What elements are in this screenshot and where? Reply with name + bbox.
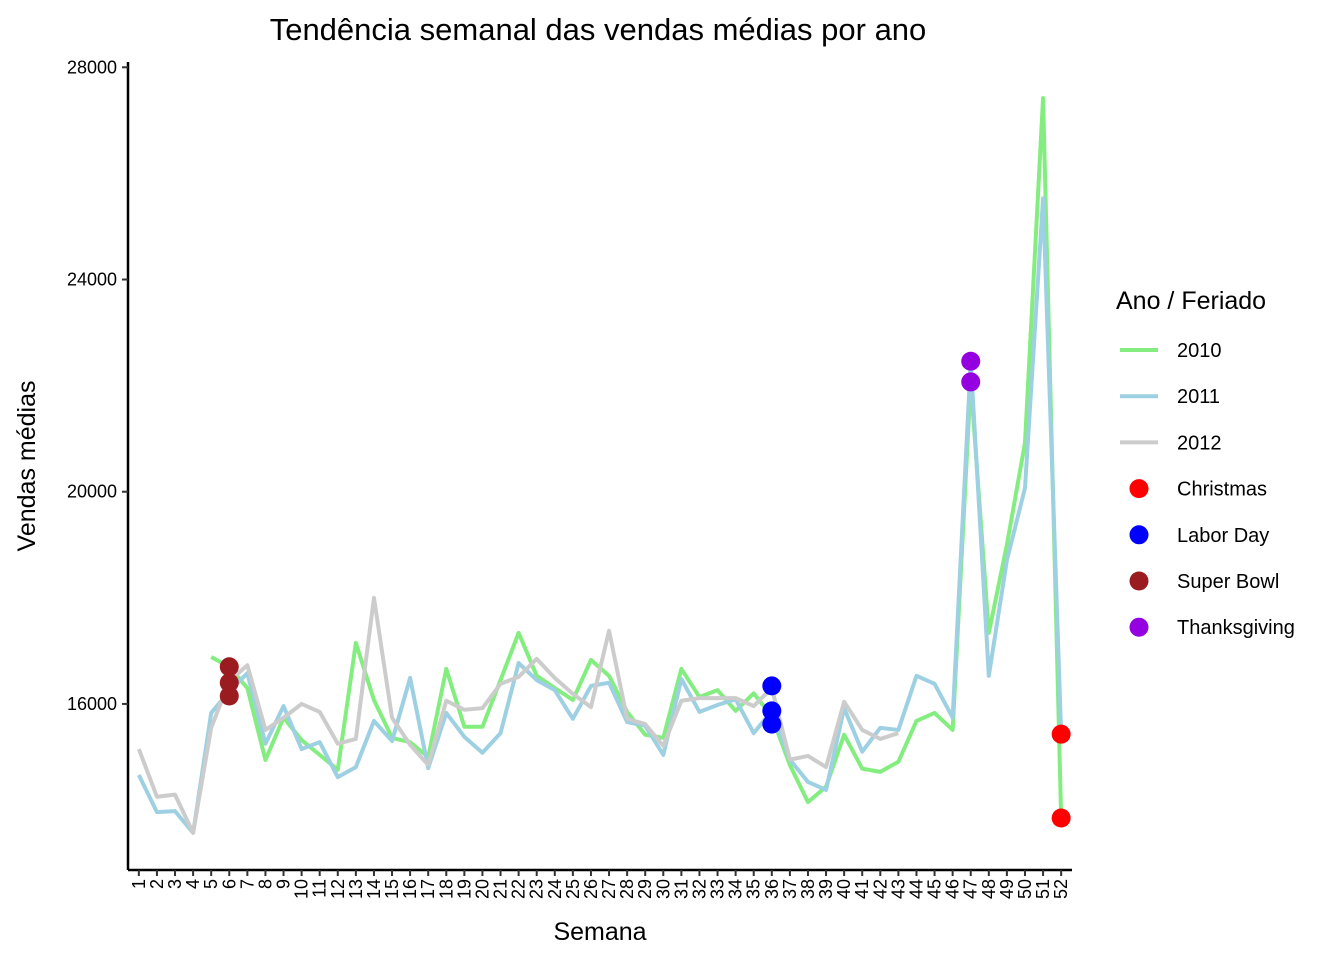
x-tick-label: 18 xyxy=(436,879,456,899)
x-tick-label: 40 xyxy=(834,879,854,899)
y-tick-label: 24000 xyxy=(67,270,117,290)
x-tick-label: 35 xyxy=(744,879,764,899)
x-tick-label: 25 xyxy=(563,879,583,899)
x-tick-label: 17 xyxy=(418,879,438,899)
legend-label: Christmas xyxy=(1177,479,1267,501)
legend-label: 2012 xyxy=(1177,432,1222,454)
x-tick-label: 4 xyxy=(183,879,203,889)
legend-title: Ano / Feriado xyxy=(1116,287,1266,315)
x-tick-label: 3 xyxy=(165,879,185,889)
y-tick-label: 16000 xyxy=(67,694,117,714)
x-tick-label: 33 xyxy=(708,879,728,899)
legend-label: 2010 xyxy=(1177,340,1222,362)
legend-point xyxy=(1129,617,1149,637)
x-tick-label: 49 xyxy=(997,879,1017,899)
x-tick-label: 31 xyxy=(671,879,691,899)
x-tick-label: 5 xyxy=(201,879,221,889)
line-series xyxy=(137,196,1064,835)
x-tick-label: 20 xyxy=(472,879,492,899)
x-tick-label: 48 xyxy=(979,879,999,899)
x-tick-label: 52 xyxy=(1051,879,1071,899)
x-tick-label: 22 xyxy=(509,879,529,899)
x-tick-label: 46 xyxy=(943,879,963,899)
x-tick-label: 36 xyxy=(762,879,782,899)
x-tick-label: 26 xyxy=(581,879,601,899)
holiday-point xyxy=(762,676,782,696)
x-tick-label: 38 xyxy=(798,879,818,899)
x-tick-label: 8 xyxy=(255,879,275,889)
legend-label: Super Bowl xyxy=(1177,571,1279,593)
x-tick-label: 9 xyxy=(274,879,294,889)
x-tick-label: 16 xyxy=(400,879,420,899)
holiday-point xyxy=(219,673,239,693)
holiday-point xyxy=(961,372,981,392)
x-tick-label: 23 xyxy=(527,879,547,899)
x-tick-label: 34 xyxy=(726,879,746,899)
x-tick-label: 30 xyxy=(653,879,673,899)
y-axis-title: Vendas médias xyxy=(13,381,41,552)
x-tick-label: 29 xyxy=(635,879,655,899)
holiday-point xyxy=(961,351,981,371)
y-tick-label: 20000 xyxy=(67,482,117,502)
holiday-point xyxy=(1051,808,1071,828)
x-tick-label: 43 xyxy=(888,879,908,899)
x-tick-label: 2 xyxy=(147,879,167,889)
legend-point xyxy=(1129,571,1149,591)
x-tick-label: 45 xyxy=(925,879,945,899)
x-tick-label: 24 xyxy=(545,879,565,899)
x-tick-label: 50 xyxy=(1015,879,1035,899)
x-tick-label: 6 xyxy=(219,879,239,889)
x-tick-label: 28 xyxy=(617,879,637,899)
x-tick-label: 14 xyxy=(364,879,384,899)
x-tick-label: 1 xyxy=(129,879,149,889)
x-tick-label: 41 xyxy=(852,879,872,899)
x-tick-label: 27 xyxy=(599,879,619,899)
legend-label: Thanksgiving xyxy=(1177,617,1295,639)
line-series xyxy=(210,96,1064,819)
x-tick-label: 51 xyxy=(1033,879,1053,899)
holiday-point xyxy=(762,714,782,734)
x-tick-label: 10 xyxy=(292,879,312,899)
x-tick-label: 13 xyxy=(346,879,366,899)
x-tick-label: 42 xyxy=(870,879,890,899)
x-tick-label: 19 xyxy=(454,879,474,899)
legend-label: Labor Day xyxy=(1177,525,1269,547)
chart-title: Tendência semanal das vendas médias por … xyxy=(270,12,927,47)
x-tick-label: 21 xyxy=(491,879,511,899)
x-tick-label: 7 xyxy=(237,879,257,889)
x-tick-label: 39 xyxy=(816,879,836,899)
legend-label: 2011 xyxy=(1177,386,1220,408)
y-tick-label: 28000 xyxy=(67,57,117,77)
x-tick-label: 32 xyxy=(689,879,709,899)
holiday-point xyxy=(219,686,239,706)
x-axis-title: Semana xyxy=(553,918,646,946)
holiday-point xyxy=(219,657,239,677)
x-tick-label: 37 xyxy=(780,879,800,899)
holiday-point xyxy=(762,701,782,721)
x-tick-label: 11 xyxy=(310,879,330,898)
legend-point xyxy=(1129,479,1149,499)
x-tick-label: 15 xyxy=(382,879,402,899)
x-tick-label: 47 xyxy=(961,879,981,899)
holiday-point xyxy=(1051,724,1071,744)
x-tick-label: 44 xyxy=(906,879,926,899)
legend-point xyxy=(1129,525,1149,545)
x-tick-label: 12 xyxy=(328,879,348,899)
